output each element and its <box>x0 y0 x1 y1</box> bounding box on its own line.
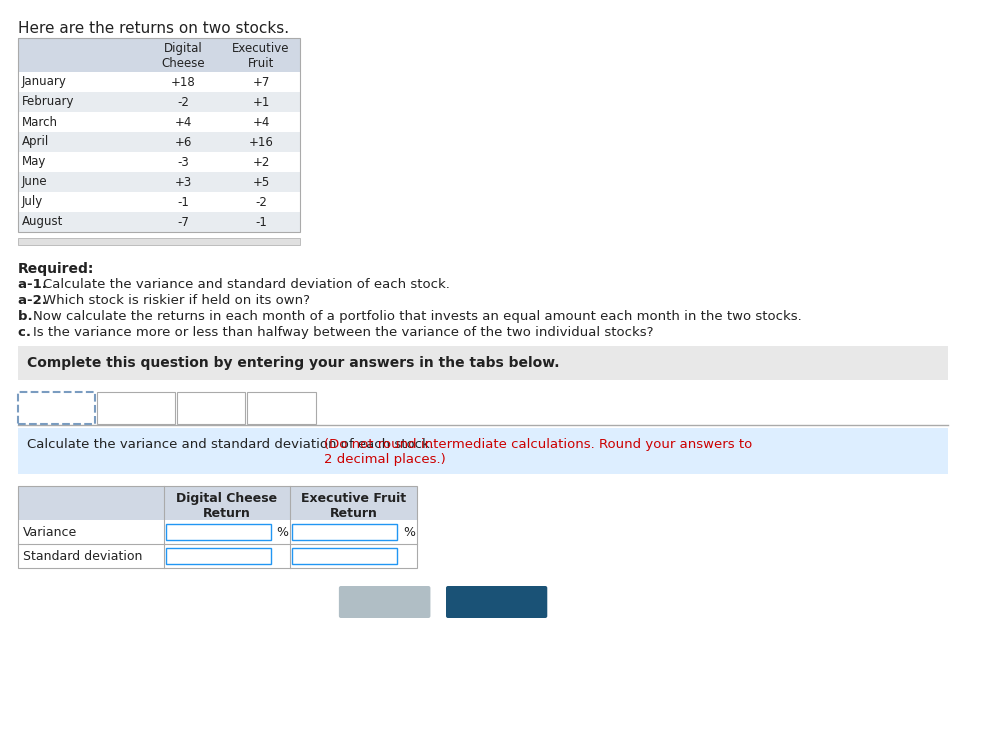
Text: Variance: Variance <box>24 526 77 539</box>
Text: %: % <box>277 526 289 539</box>
Text: < Req A1: < Req A1 <box>350 595 419 609</box>
Text: Req A2 >: Req A2 > <box>462 595 531 609</box>
Text: Standard deviation: Standard deviation <box>24 550 143 562</box>
Text: Which stock is riskier if held on its own?: Which stock is riskier if held on its ow… <box>43 294 310 307</box>
FancyBboxPatch shape <box>18 152 300 172</box>
Text: (Do not round intermediate calculations. Round your answers to
2 decimal places.: (Do not round intermediate calculations.… <box>324 438 753 466</box>
Text: -2: -2 <box>178 96 189 108</box>
FancyBboxPatch shape <box>18 132 300 152</box>
Text: Executive
Fruit: Executive Fruit <box>232 42 290 70</box>
Text: June: June <box>22 175 47 188</box>
Text: +4: +4 <box>252 116 270 129</box>
FancyBboxPatch shape <box>18 38 300 72</box>
FancyBboxPatch shape <box>18 428 948 474</box>
FancyBboxPatch shape <box>18 172 300 192</box>
FancyBboxPatch shape <box>18 544 417 568</box>
FancyBboxPatch shape <box>18 112 300 132</box>
FancyBboxPatch shape <box>18 72 300 92</box>
Text: +2: +2 <box>252 155 270 169</box>
FancyBboxPatch shape <box>18 392 95 424</box>
FancyBboxPatch shape <box>446 586 548 618</box>
Text: -2: -2 <box>255 196 267 208</box>
FancyBboxPatch shape <box>18 212 300 232</box>
Text: -7: -7 <box>178 216 189 228</box>
Text: +7: +7 <box>252 76 270 88</box>
Text: Complete this question by entering your answers in the tabs below.: Complete this question by entering your … <box>27 356 559 370</box>
Text: -3: -3 <box>178 155 188 169</box>
Text: +6: +6 <box>175 135 191 149</box>
Text: Req A2: Req A2 <box>114 402 159 414</box>
Text: April: April <box>22 135 49 149</box>
FancyBboxPatch shape <box>292 548 398 564</box>
FancyBboxPatch shape <box>18 520 417 544</box>
FancyBboxPatch shape <box>166 548 271 564</box>
Text: Here are the returns on two stocks.: Here are the returns on two stocks. <box>18 21 289 36</box>
Text: May: May <box>22 155 46 169</box>
FancyBboxPatch shape <box>166 524 271 540</box>
Text: February: February <box>22 96 74 108</box>
Text: +3: +3 <box>175 175 191 188</box>
Text: -1: -1 <box>255 216 267 228</box>
FancyBboxPatch shape <box>18 346 948 380</box>
Text: Is the variance more or less than halfway between the variance of the two indivi: Is the variance more or less than halfwa… <box>33 326 653 339</box>
FancyBboxPatch shape <box>97 392 176 424</box>
FancyBboxPatch shape <box>164 486 417 520</box>
FancyBboxPatch shape <box>178 392 245 424</box>
FancyBboxPatch shape <box>18 92 300 112</box>
Text: c.: c. <box>18 326 35 339</box>
FancyBboxPatch shape <box>292 524 398 540</box>
FancyBboxPatch shape <box>18 192 300 212</box>
Text: +4: +4 <box>175 116 191 129</box>
Text: +18: +18 <box>171 76 195 88</box>
Text: Digital
Cheese: Digital Cheese <box>162 42 205 70</box>
Text: Req B: Req B <box>193 402 229 414</box>
Text: Calculate the variance and standard deviation of each stock.: Calculate the variance and standard devi… <box>43 278 449 291</box>
FancyBboxPatch shape <box>247 392 315 424</box>
FancyBboxPatch shape <box>18 238 300 245</box>
FancyBboxPatch shape <box>339 586 431 618</box>
FancyBboxPatch shape <box>18 486 164 520</box>
Text: August: August <box>22 216 62 228</box>
Text: +16: +16 <box>249 135 274 149</box>
Text: -1: -1 <box>178 196 189 208</box>
Text: Executive Fruit
Return: Executive Fruit Return <box>301 492 406 520</box>
Text: +5: +5 <box>252 175 270 188</box>
Text: July: July <box>22 196 43 208</box>
Text: Now calculate the returns in each month of a portfolio that invests an equal amo: Now calculate the returns in each month … <box>33 310 802 323</box>
Text: b.: b. <box>18 310 37 323</box>
Text: Digital Cheese
Return: Digital Cheese Return <box>177 492 278 520</box>
Text: +1: +1 <box>252 96 270 108</box>
Text: a-2.: a-2. <box>18 294 51 307</box>
Text: Required:: Required: <box>18 262 94 276</box>
Text: Calculate the variance and standard deviation of each stock.: Calculate the variance and standard devi… <box>27 438 438 451</box>
Text: January: January <box>22 76 66 88</box>
Text: a-1.: a-1. <box>18 278 51 291</box>
Text: %: % <box>403 526 416 539</box>
Text: Req C: Req C <box>263 402 300 414</box>
Text: March: March <box>22 116 58 129</box>
Text: Req A1: Req A1 <box>35 402 78 414</box>
